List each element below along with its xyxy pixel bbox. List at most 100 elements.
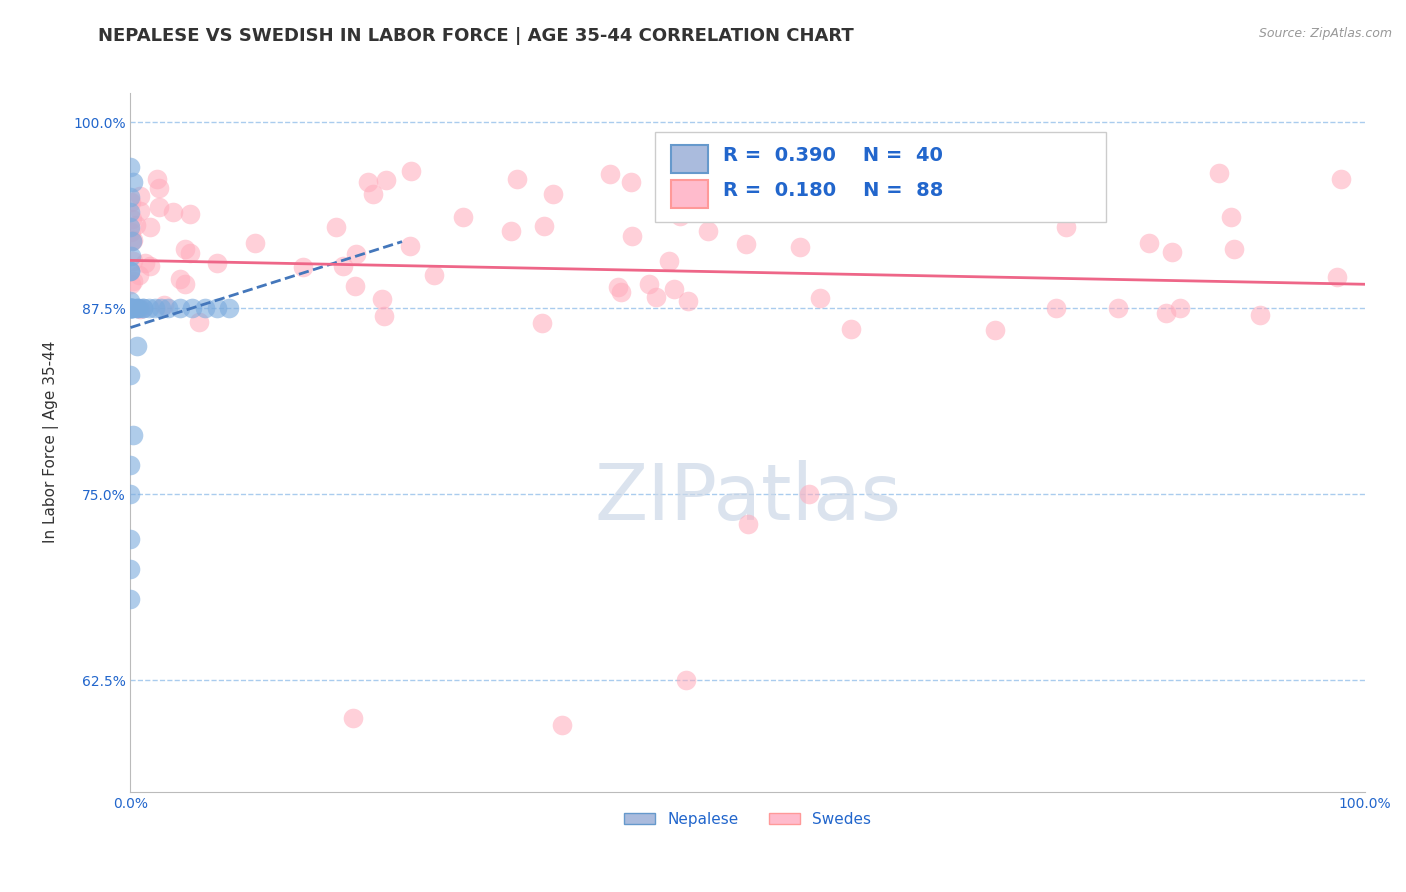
Point xyxy=(120,301,142,316)
Point xyxy=(129,188,152,202)
Text: R =  0.390    N =  40: R = 0.390 N = 40 xyxy=(723,146,943,165)
Point xyxy=(1045,301,1067,316)
Point xyxy=(342,710,364,724)
Point xyxy=(156,301,179,316)
FancyBboxPatch shape xyxy=(655,133,1105,222)
Point xyxy=(120,301,142,316)
Point xyxy=(332,259,354,273)
Point xyxy=(138,301,160,316)
Point xyxy=(138,260,160,274)
Point xyxy=(533,219,555,233)
Point xyxy=(128,204,150,219)
Point xyxy=(610,285,633,299)
Point xyxy=(120,458,142,472)
Point xyxy=(735,236,758,251)
Point xyxy=(121,301,143,316)
Point xyxy=(120,160,142,174)
Point xyxy=(984,323,1007,337)
Point xyxy=(373,310,395,324)
Point xyxy=(218,301,240,316)
Point xyxy=(120,591,142,606)
Point xyxy=(120,195,142,210)
Text: ZIPatlas: ZIPatlas xyxy=(595,460,901,536)
Point xyxy=(150,301,173,316)
Point xyxy=(121,427,143,442)
Point xyxy=(120,487,142,501)
Point xyxy=(134,256,156,270)
Bar xyxy=(671,180,709,208)
Point xyxy=(606,279,628,293)
Point xyxy=(1168,301,1191,316)
Point xyxy=(1249,308,1271,322)
Point xyxy=(1001,205,1024,219)
Point xyxy=(179,246,201,260)
Point xyxy=(659,165,682,179)
Point xyxy=(1137,236,1160,251)
Point xyxy=(122,233,145,247)
Point xyxy=(121,175,143,189)
Point xyxy=(148,181,170,195)
Point xyxy=(799,487,821,501)
Point xyxy=(169,301,191,316)
Point xyxy=(120,277,142,291)
Point xyxy=(205,301,228,316)
Point xyxy=(1326,269,1348,284)
Point xyxy=(121,212,143,227)
Point xyxy=(139,220,162,235)
Point xyxy=(121,234,143,248)
Point xyxy=(128,301,150,316)
Point xyxy=(1160,244,1182,259)
Point xyxy=(789,240,811,254)
Point xyxy=(344,279,367,293)
Point xyxy=(325,220,347,235)
Point xyxy=(344,246,367,260)
Point xyxy=(374,173,396,187)
Point xyxy=(676,293,699,308)
Point xyxy=(125,219,148,233)
Point xyxy=(658,254,681,268)
Point xyxy=(120,249,142,263)
Point xyxy=(620,175,643,189)
Point xyxy=(120,264,142,278)
Point xyxy=(121,301,143,316)
Point xyxy=(152,298,174,312)
Point xyxy=(422,268,444,283)
Point xyxy=(125,301,148,316)
Point xyxy=(1208,166,1230,180)
Point xyxy=(1223,242,1246,256)
Point xyxy=(808,291,831,305)
Point xyxy=(122,253,145,268)
Point xyxy=(621,229,644,244)
Point xyxy=(120,301,142,316)
Point xyxy=(132,301,155,316)
Point xyxy=(399,164,422,178)
Point xyxy=(148,200,170,214)
Text: NEPALESE VS SWEDISH IN LABOR FORCE | AGE 35-44 CORRELATION CHART: NEPALESE VS SWEDISH IN LABOR FORCE | AGE… xyxy=(98,27,855,45)
Point xyxy=(669,209,692,223)
Point xyxy=(1107,301,1129,316)
Point xyxy=(361,186,384,201)
Point xyxy=(179,207,201,221)
Point xyxy=(737,517,759,532)
Point xyxy=(120,190,142,204)
Y-axis label: In Labor Force | Age 35-44: In Labor Force | Age 35-44 xyxy=(44,341,59,543)
Point xyxy=(675,673,697,688)
Point xyxy=(122,274,145,288)
Point xyxy=(370,292,392,306)
Point xyxy=(398,239,420,253)
Point xyxy=(120,264,142,278)
Legend: Nepalese, Swedes: Nepalese, Swedes xyxy=(619,806,877,833)
Point xyxy=(129,302,152,317)
Point xyxy=(145,172,167,186)
Point xyxy=(120,219,142,234)
Point xyxy=(120,301,142,316)
Point xyxy=(162,205,184,219)
Point xyxy=(181,301,204,316)
Point xyxy=(1220,211,1243,225)
Point xyxy=(120,562,142,576)
Point xyxy=(143,301,166,316)
Bar xyxy=(671,145,709,173)
Point xyxy=(132,301,155,316)
Point xyxy=(754,171,776,186)
Point xyxy=(531,317,554,331)
